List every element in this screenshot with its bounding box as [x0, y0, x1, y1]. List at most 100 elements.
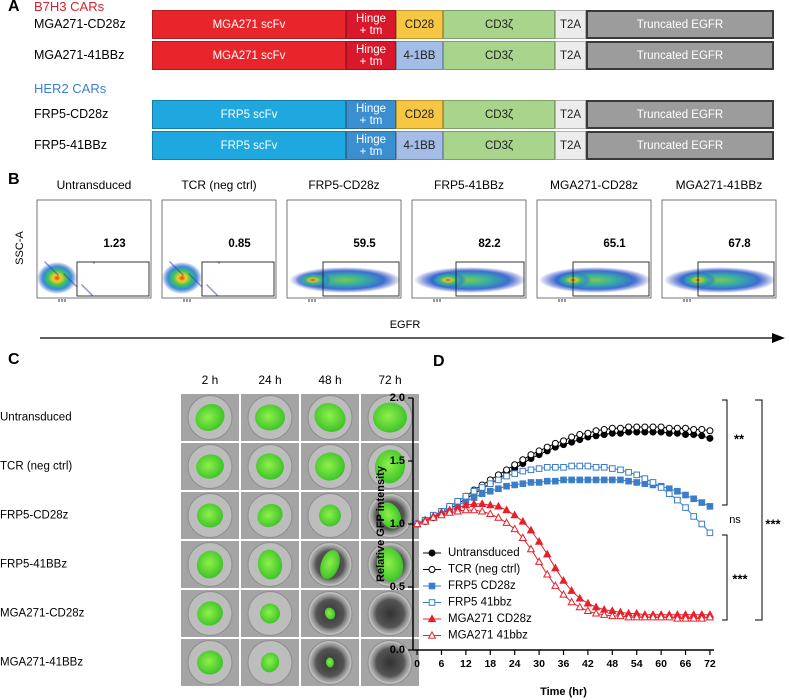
- time-label: 24 h: [258, 373, 281, 387]
- data-point: [503, 466, 511, 474]
- construct-segment: 4-1BB: [396, 131, 443, 160]
- construct-segment: Hinge + tm: [346, 131, 396, 160]
- segment-label: Truncated EGFR: [636, 49, 724, 62]
- data-point: [690, 495, 697, 503]
- cell-dot: [177, 269, 179, 271]
- x-tick-label: 42: [582, 658, 594, 670]
- data-point: [608, 611, 617, 620]
- cell-dot: [180, 272, 182, 274]
- data-point: [543, 464, 551, 471]
- segment-label: T2A: [559, 49, 582, 62]
- cell-dot: [57, 274, 59, 276]
- gfp-spot: [260, 603, 280, 624]
- cell-dot: [209, 287, 211, 289]
- data-point: [698, 432, 706, 440]
- group-title: B7H3 CARs: [34, 0, 105, 14]
- cell-dot: [72, 282, 74, 284]
- x-tick-label: 30: [533, 658, 545, 670]
- data-point: [551, 581, 560, 589]
- construct-segment: Hinge + tm: [346, 10, 396, 39]
- cell-dot: [179, 271, 181, 273]
- data-point: [527, 466, 535, 474]
- gfp-spot: [257, 504, 283, 527]
- cell-dot: [84, 287, 86, 289]
- cell-density: [162, 262, 202, 294]
- construct-name: MGA271-41BBz: [34, 48, 125, 62]
- gfp-spot: [197, 650, 223, 675]
- data-point: [592, 464, 600, 471]
- segment-label: MGA271 scFv: [212, 18, 286, 31]
- data-point: [478, 484, 486, 491]
- gate: [322, 261, 400, 297]
- construct-segment: 4-1BB: [396, 41, 443, 70]
- x-tick-label: 66: [680, 658, 692, 670]
- construct-segment: FRP5 scFv: [152, 131, 346, 160]
- legend-label: Untransduced: [448, 547, 520, 559]
- data-point: [656, 612, 666, 621]
- legend-marker: [427, 630, 437, 639]
- row-label: Untransduced: [0, 412, 72, 424]
- x-ticks: [558, 299, 566, 302]
- y-tick-label: 1.5: [390, 455, 405, 467]
- x-tick-label: 6: [439, 658, 445, 670]
- cell-dot: [170, 262, 172, 264]
- data-point: [575, 593, 585, 602]
- construct-segment: T2A: [555, 41, 586, 70]
- row-label: MGA271-41BBz: [0, 657, 83, 669]
- gfp-spot: [373, 402, 407, 433]
- data-point: [706, 503, 714, 510]
- cell-dot: [171, 263, 173, 265]
- data-point: [534, 557, 544, 565]
- data-point: [486, 480, 494, 487]
- data-point: [576, 431, 584, 439]
- segment-label: CD3ζ: [484, 49, 514, 62]
- data-point: [478, 490, 486, 498]
- y-axis-label: SSC-A: [14, 231, 26, 265]
- cell-dot: [176, 268, 178, 270]
- cell-dot: [206, 284, 208, 286]
- cell-dot: [75, 285, 77, 287]
- cell-dot: [82, 285, 84, 287]
- gate-percent: 1.23: [103, 238, 125, 250]
- cell-dot: [215, 293, 217, 295]
- legend-label: FRP5 CD28z: [448, 580, 516, 592]
- data-point: [698, 520, 706, 528]
- cell-dot: [70, 280, 72, 282]
- data-point: [527, 451, 535, 459]
- x-tick-label: 48: [606, 658, 618, 670]
- construct-segment: CD28: [396, 100, 443, 129]
- data-point: [706, 427, 714, 435]
- gate: [455, 261, 525, 297]
- gfp-spot: [374, 449, 406, 484]
- data-point: [674, 487, 681, 495]
- data-point: [583, 598, 593, 607]
- gate-percent: 67.8: [728, 238, 751, 250]
- segment-label: 4-1BB: [403, 49, 436, 62]
- segment-label: MGA271 scFv: [212, 49, 286, 62]
- data-point: [681, 613, 690, 622]
- segment-label: T2A: [559, 108, 582, 121]
- x-ticks: [683, 299, 691, 302]
- x-tick-label: 0: [414, 658, 420, 670]
- cell-dot: [63, 273, 65, 275]
- data-point: [690, 513, 697, 520]
- cell-dot: [174, 266, 176, 268]
- data-point: [453, 506, 462, 515]
- data-point: [591, 608, 601, 617]
- cell-density: [37, 262, 77, 294]
- gfp-spot: [195, 403, 225, 432]
- construct-segment: CD28: [396, 10, 443, 39]
- cell-dot: [216, 294, 218, 296]
- data-point: [624, 612, 633, 621]
- cell-dot: [194, 279, 196, 281]
- data-point: [560, 437, 567, 445]
- data-point: [706, 434, 714, 442]
- data-point: [625, 423, 633, 431]
- data-point: [560, 464, 567, 471]
- data-point: [609, 476, 616, 484]
- data-point: [503, 472, 510, 480]
- construct-segment: CD3ζ: [443, 100, 555, 129]
- data-point: [633, 423, 641, 431]
